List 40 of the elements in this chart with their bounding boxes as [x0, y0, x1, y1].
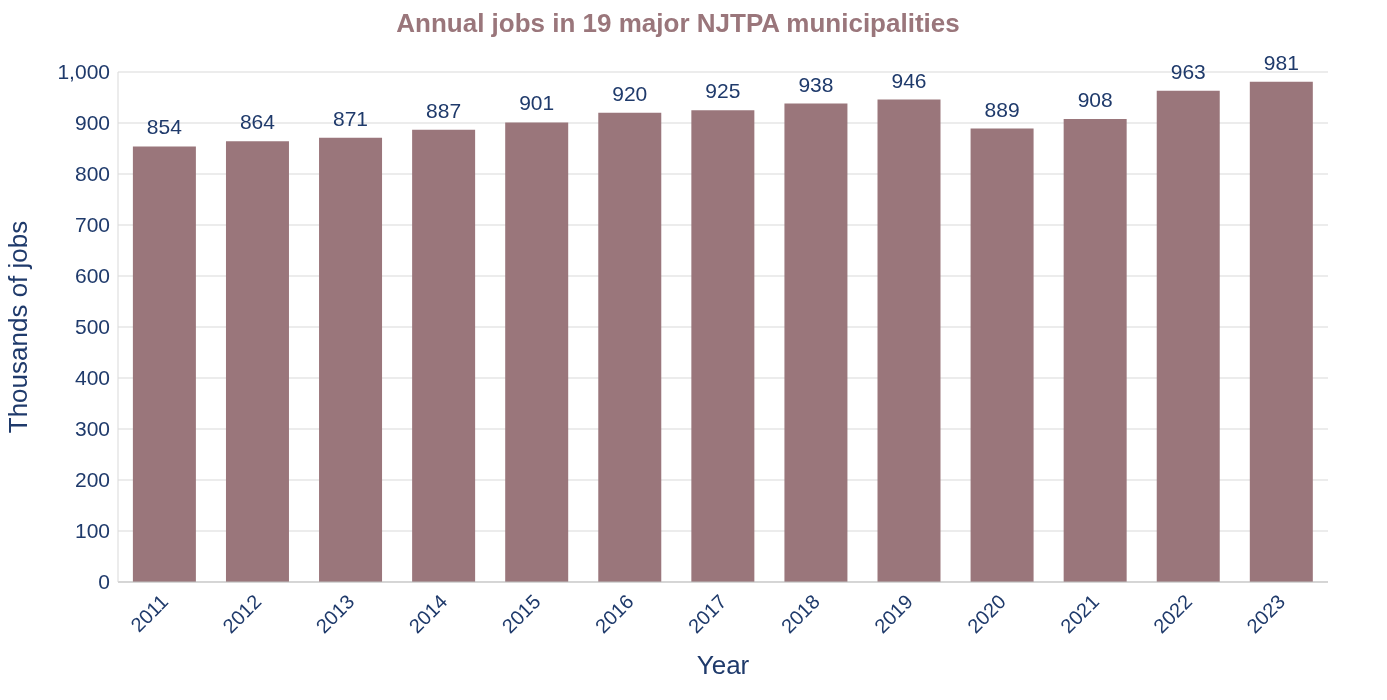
bar [505, 122, 569, 582]
data-label: 889 [984, 97, 1020, 121]
data-label: 981 [1263, 50, 1299, 74]
y-tick-label: 1,000 [57, 60, 110, 84]
y-tick-label: 500 [74, 315, 110, 339]
y-tick-label: 100 [74, 519, 110, 543]
y-tick-label: 400 [74, 366, 110, 390]
bar [877, 99, 941, 582]
data-label: 946 [891, 68, 927, 92]
y-tick-label: 300 [74, 417, 110, 441]
data-label: 887 [426, 98, 462, 122]
data-label: 963 [1170, 59, 1206, 83]
data-label: 864 [239, 110, 276, 134]
data-label: 901 [519, 91, 555, 115]
bar [412, 129, 476, 582]
data-label: 908 [1077, 87, 1113, 111]
y-tick-label: 700 [74, 213, 110, 237]
y-tick-label: 900 [74, 111, 110, 135]
y-tick-label: 200 [74, 468, 110, 492]
y-tick-label: 800 [74, 162, 110, 186]
bar [784, 103, 848, 582]
data-label: 920 [612, 81, 648, 105]
data-label: 871 [333, 106, 369, 130]
bar [1249, 81, 1313, 582]
bar [319, 137, 383, 582]
x-axis-title: Year [696, 650, 750, 680]
bar [691, 110, 755, 582]
data-label: 854 [146, 115, 183, 139]
bar [225, 141, 289, 582]
bar [1063, 118, 1127, 582]
y-axis-title: Thousands of jobs [3, 220, 34, 434]
bar [598, 112, 662, 582]
y-tick-label: 0 [98, 570, 110, 594]
data-label: 938 [798, 72, 834, 96]
bar [970, 128, 1034, 582]
data-label: 925 [705, 79, 741, 103]
chart-title: Annual jobs in 19 major NJTPA municipalities [395, 8, 961, 40]
bar [132, 146, 196, 582]
bar [1156, 90, 1220, 582]
y-tick-label: 600 [74, 264, 110, 288]
